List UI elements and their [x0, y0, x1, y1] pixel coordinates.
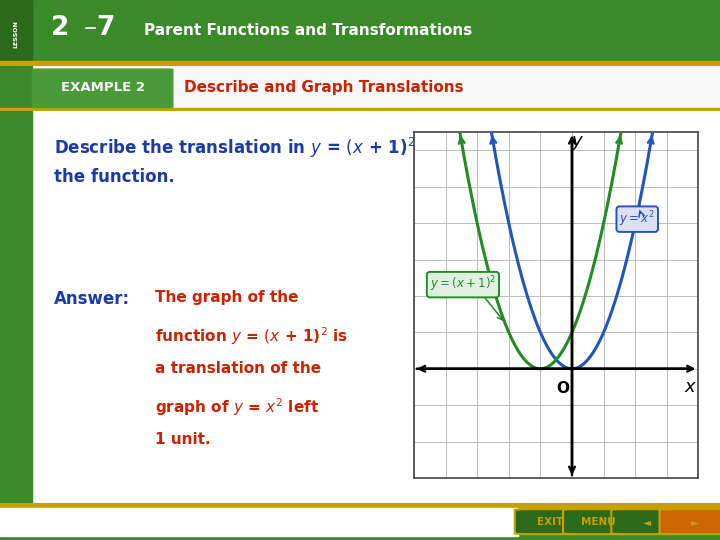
Text: MENU: MENU: [581, 517, 616, 526]
Text: $y$: $y$: [571, 134, 585, 152]
FancyBboxPatch shape: [0, 66, 32, 111]
FancyBboxPatch shape: [515, 509, 585, 534]
FancyBboxPatch shape: [0, 503, 720, 540]
Text: O: O: [556, 381, 569, 396]
FancyBboxPatch shape: [660, 509, 720, 534]
Text: $\mathbf{2}$: $\mathbf{2}$: [50, 15, 68, 42]
FancyBboxPatch shape: [32, 69, 173, 107]
Text: EXAMPLE 2: EXAMPLE 2: [61, 81, 145, 94]
Text: ◄: ◄: [642, 517, 651, 526]
Text: LESSON: LESSON: [14, 20, 18, 48]
FancyBboxPatch shape: [0, 60, 720, 68]
FancyBboxPatch shape: [563, 509, 634, 534]
Text: graph of $\mathit{y}$ = $\mathit{x}^2$ left: graph of $\mathit{y}$ = $\mathit{x}^2$ l…: [155, 396, 319, 418]
FancyBboxPatch shape: [0, 111, 720, 505]
Text: $x$: $x$: [684, 378, 697, 396]
FancyBboxPatch shape: [0, 66, 720, 111]
Text: a translation of the: a translation of the: [155, 361, 321, 376]
FancyBboxPatch shape: [0, 0, 32, 68]
FancyBboxPatch shape: [0, 0, 720, 68]
Text: ►: ►: [690, 517, 699, 526]
Text: function $\mathit{y}$ = $(\mathit{x}$ + 1)$^2$ is: function $\mathit{y}$ = $(\mathit{x}$ + …: [155, 326, 348, 347]
Text: the function.: the function.: [54, 168, 175, 186]
Text: $y = x^2$: $y = x^2$: [619, 210, 655, 229]
FancyBboxPatch shape: [0, 111, 32, 505]
Text: Answer:: Answer:: [54, 290, 130, 308]
Text: 1 unit.: 1 unit.: [155, 432, 210, 447]
FancyBboxPatch shape: [0, 109, 720, 111]
FancyBboxPatch shape: [0, 508, 518, 536]
Text: Parent Functions and Transformations: Parent Functions and Transformations: [144, 23, 472, 38]
Text: $\mathbf{–7}$: $\mathbf{–7}$: [83, 15, 114, 42]
Text: The graph of the: The graph of the: [155, 290, 298, 305]
Text: Describe and Graph Translations: Describe and Graph Translations: [184, 80, 463, 95]
Text: EXIT: EXIT: [537, 517, 563, 526]
Text: Describe the translation in $\mathit{y}$ = $(\mathit{x}$ + 1)$^2$. Then graph: Describe the translation in $\mathit{y}$…: [54, 136, 535, 160]
FancyBboxPatch shape: [0, 503, 720, 508]
FancyBboxPatch shape: [611, 509, 682, 534]
Text: $y = (x+1)^2$: $y = (x+1)^2$: [430, 275, 496, 294]
